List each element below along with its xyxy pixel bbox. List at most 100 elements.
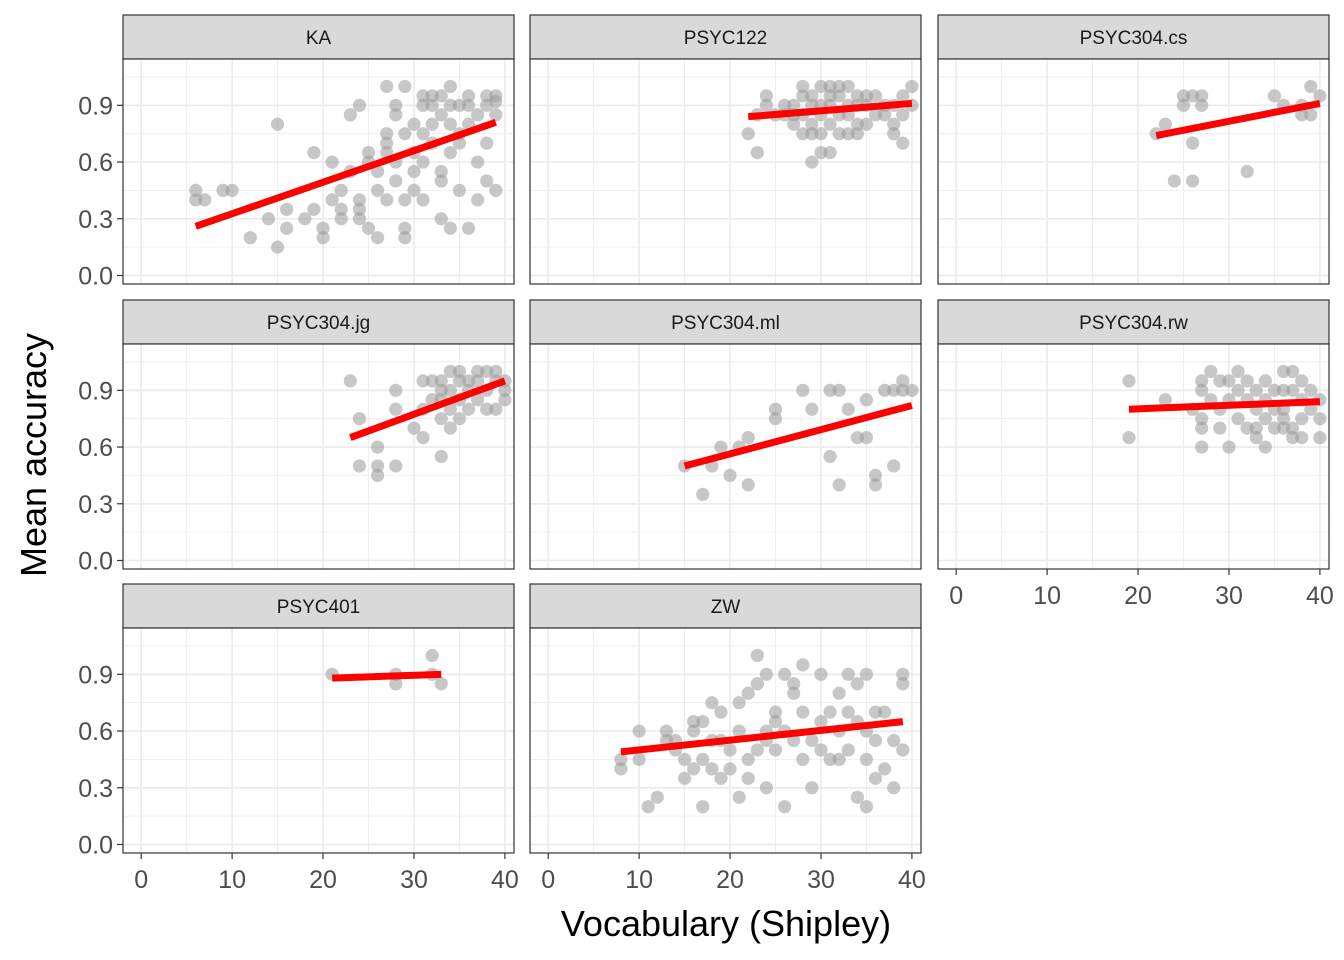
data-point (887, 383, 901, 397)
data-point (732, 724, 746, 738)
data-point (614, 752, 628, 767)
data-point (443, 79, 457, 94)
data-point (434, 174, 448, 188)
data-point (1231, 412, 1245, 426)
data-points (614, 648, 910, 814)
data-point (461, 98, 476, 112)
data-point (1158, 117, 1172, 131)
data-point (650, 790, 664, 804)
data-point (371, 440, 385, 454)
y-tick-label: 0.0 (78, 262, 113, 290)
facet-strip-label: PSYC304.jg (267, 313, 371, 334)
data-point (832, 478, 846, 492)
data-point (343, 374, 357, 388)
data-point (787, 677, 801, 691)
data-point (371, 468, 385, 483)
data-point (768, 705, 783, 719)
panel-border (937, 58, 1330, 285)
data-point (352, 212, 367, 226)
data-point (1267, 421, 1282, 435)
data-point (887, 781, 901, 795)
data-point (389, 677, 403, 691)
data-point (868, 478, 883, 492)
facet-strip-label: KA (306, 28, 332, 49)
data-point (868, 108, 883, 122)
data-point (741, 478, 755, 492)
panel-border (122, 627, 515, 854)
data-point (887, 733, 901, 748)
panel-background (123, 59, 514, 284)
data-point (796, 705, 810, 719)
data-point (425, 89, 439, 103)
data-point (841, 402, 855, 416)
data-point (1158, 393, 1172, 407)
data-point (398, 79, 412, 94)
data-point (768, 714, 783, 729)
data-point (841, 705, 855, 719)
data-point (741, 752, 755, 767)
data-point (416, 155, 430, 169)
data-point (896, 743, 910, 757)
data-point (1276, 364, 1291, 379)
data-point (896, 667, 910, 681)
data-point (677, 771, 692, 785)
data-point (1313, 412, 1327, 426)
data-point (823, 705, 837, 719)
data-point (280, 202, 294, 216)
facet-strip (937, 14, 1330, 60)
data-point (489, 94, 503, 109)
data-point (1240, 374, 1254, 388)
data-point (352, 193, 367, 207)
data-point (1195, 440, 1209, 454)
facet-panel: KA 0.0 0.3 0.6 0.9 (78, 14, 515, 290)
data-point (452, 374, 467, 388)
data-point (1295, 412, 1309, 426)
data-point (850, 790, 864, 804)
facet-strip-label: PSYC304.cs (1080, 28, 1188, 49)
data-point (1122, 430, 1136, 445)
data-point (1195, 383, 1209, 397)
data-point (778, 800, 792, 814)
data-point (1167, 174, 1182, 188)
data-point (732, 790, 746, 804)
facet-strip (122, 583, 515, 629)
data-point (859, 667, 874, 681)
data-point (714, 705, 728, 719)
data-point (471, 364, 485, 379)
data-point (334, 212, 348, 226)
data-point (814, 127, 828, 141)
data-point (850, 89, 864, 103)
data-point (805, 117, 819, 131)
data-point (778, 667, 792, 681)
x-tick-label: 10 (218, 866, 246, 894)
regression-fit-line (194, 119, 497, 230)
panel-background (123, 344, 514, 569)
data-point (687, 762, 701, 776)
data-point (1258, 440, 1272, 454)
data-point (859, 89, 874, 103)
data-point (1249, 430, 1263, 445)
data-point (352, 459, 367, 473)
data-point (471, 108, 485, 122)
y-tick-label: 0.9 (78, 92, 113, 120)
data-point (334, 202, 348, 216)
data-point (489, 108, 503, 122)
data-point (407, 117, 421, 131)
panel-border (937, 343, 1330, 570)
data-point (750, 743, 764, 757)
data-point (796, 658, 810, 672)
data-point (814, 145, 828, 160)
data-point (416, 430, 430, 445)
data-point (868, 733, 883, 748)
data-point (1249, 383, 1263, 397)
y-tick-label: 0.6 (78, 149, 113, 177)
data-point (480, 364, 494, 379)
data-point (832, 383, 846, 397)
data-point (778, 98, 792, 112)
data-point (723, 762, 737, 776)
panel-background (938, 59, 1329, 284)
data-point (380, 136, 394, 150)
x-tick-label: 0 (541, 866, 555, 894)
data-point (452, 98, 467, 112)
data-point (443, 221, 457, 235)
